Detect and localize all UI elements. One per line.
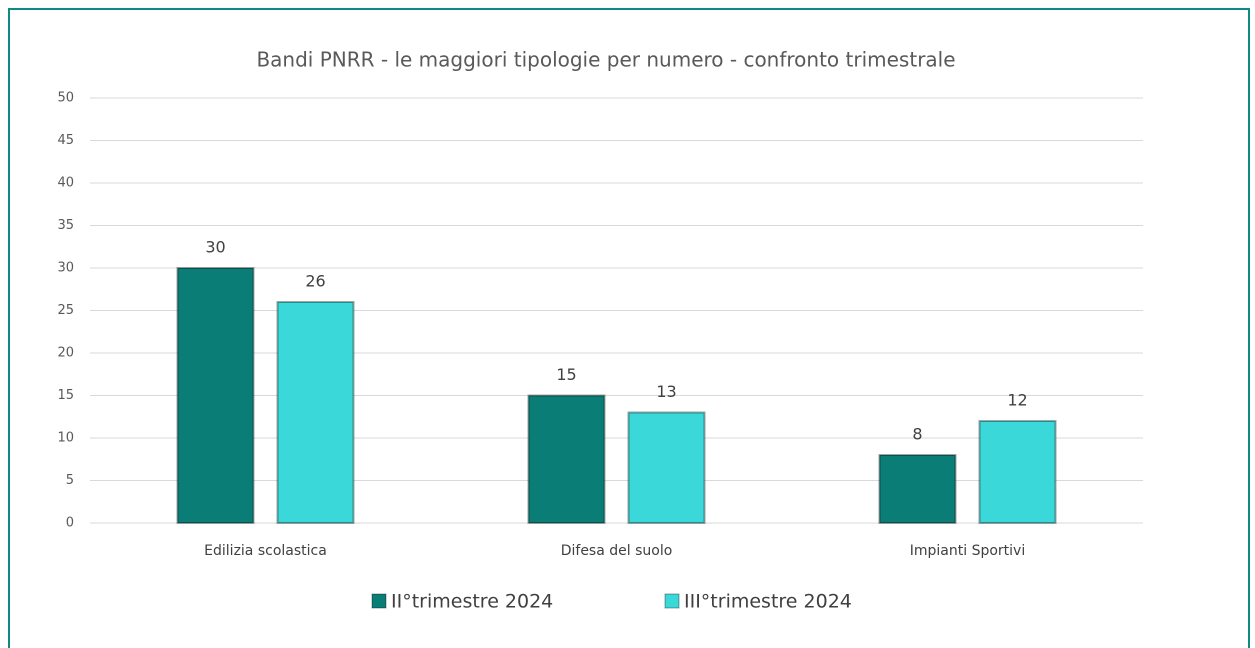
- y-tick-label: 35: [57, 218, 74, 233]
- legend-swatch: [371, 593, 387, 609]
- x-tick-label: Edilizia scolastica: [204, 543, 327, 559]
- data-label: 8: [912, 425, 922, 444]
- legend-label: II°trimestre 2024: [391, 591, 553, 613]
- bar: [176, 267, 255, 524]
- y-tick-label: 45: [57, 133, 74, 148]
- data-label: 12: [1007, 391, 1027, 410]
- bar: [878, 454, 957, 524]
- y-tick-label: 30: [57, 261, 74, 276]
- bar: [527, 394, 606, 524]
- y-tick-label: 40: [57, 176, 74, 191]
- data-label: 30: [205, 238, 225, 257]
- x-tick-label: Difesa del suolo: [561, 543, 673, 559]
- chart-border: [8, 8, 1250, 648]
- data-label: 15: [556, 365, 576, 384]
- data-label: 13: [656, 382, 676, 401]
- legend-swatch: [664, 593, 680, 609]
- x-tick-label: Impianti Sportivi: [910, 543, 1025, 559]
- data-label: 26: [305, 272, 325, 291]
- y-tick-label: 50: [57, 91, 74, 106]
- bar: [276, 301, 355, 524]
- y-tick-label: 20: [57, 346, 74, 361]
- chart-title: Bandi PNRR - le maggiori tipologie per n…: [256, 48, 955, 72]
- y-tick-label: 5: [66, 473, 74, 488]
- y-tick-label: 0: [66, 516, 74, 531]
- bar: [978, 420, 1057, 524]
- y-tick-label: 15: [57, 388, 74, 403]
- y-tick-label: 25: [57, 303, 74, 318]
- y-tick-label: 10: [57, 431, 74, 446]
- bar: [627, 411, 706, 524]
- legend-label: III°trimestre 2024: [684, 591, 852, 613]
